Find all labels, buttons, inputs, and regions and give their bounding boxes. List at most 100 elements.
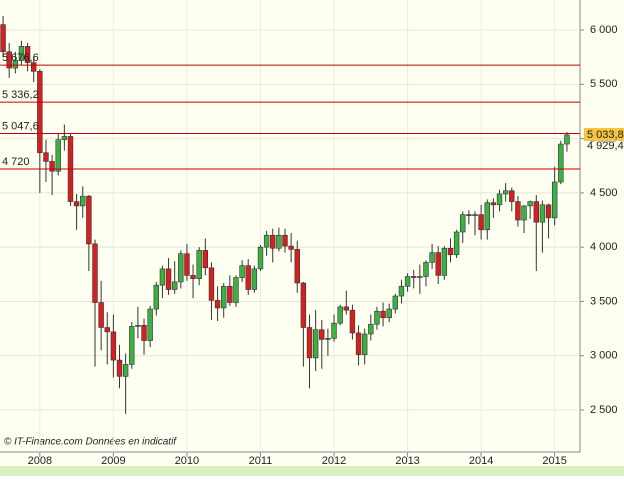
candle-body: [73, 201, 80, 207]
candle-body: [441, 247, 448, 276]
candle-body: [564, 134, 570, 145]
candle-body: [270, 234, 276, 249]
candle-body: [55, 139, 61, 172]
candle-body: [411, 276, 417, 278]
candle-body: [429, 252, 435, 263]
candle-body: [294, 249, 300, 284]
candle-body: [190, 275, 196, 279]
candle-body: [263, 234, 270, 248]
candle-body: [374, 310, 380, 325]
candle-body: [551, 181, 558, 219]
candle-body: [6, 51, 12, 69]
candle-body: [239, 265, 245, 278]
candle-body: [386, 308, 392, 319]
last-label-box: [584, 127, 624, 141]
level-label: 5 336,2: [2, 89, 39, 101]
x-tick-label: 2014: [469, 455, 493, 467]
candle-body: [43, 152, 49, 162]
candle-body: [515, 201, 521, 221]
candle-body: [300, 282, 307, 328]
candle-body: [521, 205, 527, 221]
candle-body: [37, 70, 43, 154]
candle-body: [221, 285, 227, 309]
candle-body: [0, 24, 6, 53]
candle-body: [86, 195, 92, 245]
candle-body: [355, 332, 362, 355]
candle-body: [466, 214, 472, 216]
candle-body: [325, 338, 331, 340]
candle-body: [184, 253, 190, 276]
candle-body: [98, 302, 104, 328]
candle-body: [233, 277, 239, 303]
candle-body: [257, 246, 264, 270]
x-tick-label: 2010: [175, 455, 199, 467]
y-tick-label: 6 000: [590, 24, 618, 36]
x-tick-label: 2011: [249, 455, 273, 467]
candle-body: [490, 202, 497, 206]
candle-body: [196, 250, 202, 279]
candle-body: [245, 265, 251, 290]
candle-body: [159, 268, 166, 286]
candle-body: [453, 231, 460, 256]
candle-body: [368, 323, 374, 335]
candle-body: [31, 62, 37, 72]
candle-body: [214, 300, 221, 309]
candle-body: [361, 333, 368, 355]
candle-body: [24, 46, 31, 63]
x-tick-label: 2008: [28, 455, 52, 467]
candle-body: [460, 214, 466, 233]
candle-body: [92, 243, 98, 303]
candle-body: [306, 327, 313, 359]
candle-body: [80, 195, 86, 207]
candle-body: [251, 268, 258, 290]
candle-body: [153, 284, 159, 310]
footer-band: [0, 466, 624, 476]
candle-body: [331, 322, 337, 339]
candle-body: [122, 364, 129, 377]
candle-body: [539, 204, 546, 223]
candle-body: [147, 308, 153, 341]
candle-body: [49, 161, 55, 172]
candle-body: [227, 285, 233, 303]
candle-body: [392, 295, 399, 310]
level-label: 5 676,6: [2, 52, 39, 64]
candle-body: [202, 250, 209, 269]
candle-body: [380, 310, 386, 319]
candle-body: [545, 204, 552, 219]
candle-body: [484, 202, 490, 231]
candle-body: [527, 201, 533, 207]
candle-body: [165, 268, 172, 290]
candle-body: [509, 190, 515, 202]
candle-body: [135, 325, 141, 327]
x-tick-label: 2012: [322, 455, 346, 467]
y-tick-label: 3 000: [590, 350, 618, 362]
candle-body: [343, 306, 349, 311]
candle-body: [104, 327, 110, 333]
candle-body: [110, 331, 117, 361]
candle-body: [116, 359, 123, 377]
candle-body: [472, 214, 478, 216]
candle-body: [502, 190, 509, 195]
candle-body: [12, 60, 19, 69]
x-tick-label: 2009: [101, 455, 125, 467]
candle-body: [533, 201, 539, 223]
candle-body: [349, 309, 356, 334]
last-label: 5 033,8: [587, 129, 624, 141]
candle-body: [141, 325, 147, 341]
candle-body: [478, 214, 484, 231]
candle-body: [61, 136, 68, 140]
candle-body: [423, 262, 429, 277]
candle-body: [337, 306, 343, 324]
candle-body: [398, 285, 405, 297]
candle-body: [558, 143, 564, 183]
last-label: 4 929,4: [587, 140, 624, 152]
y-tick-label: 2 500: [590, 404, 618, 416]
candle-body: [18, 46, 25, 61]
candle-body: [288, 245, 294, 250]
candle-body: [312, 329, 319, 359]
y-tick-label: 4 500: [590, 187, 618, 199]
candle-body: [178, 253, 184, 283]
candle-body: [171, 281, 178, 290]
x-tick-label: 2015: [542, 455, 566, 467]
